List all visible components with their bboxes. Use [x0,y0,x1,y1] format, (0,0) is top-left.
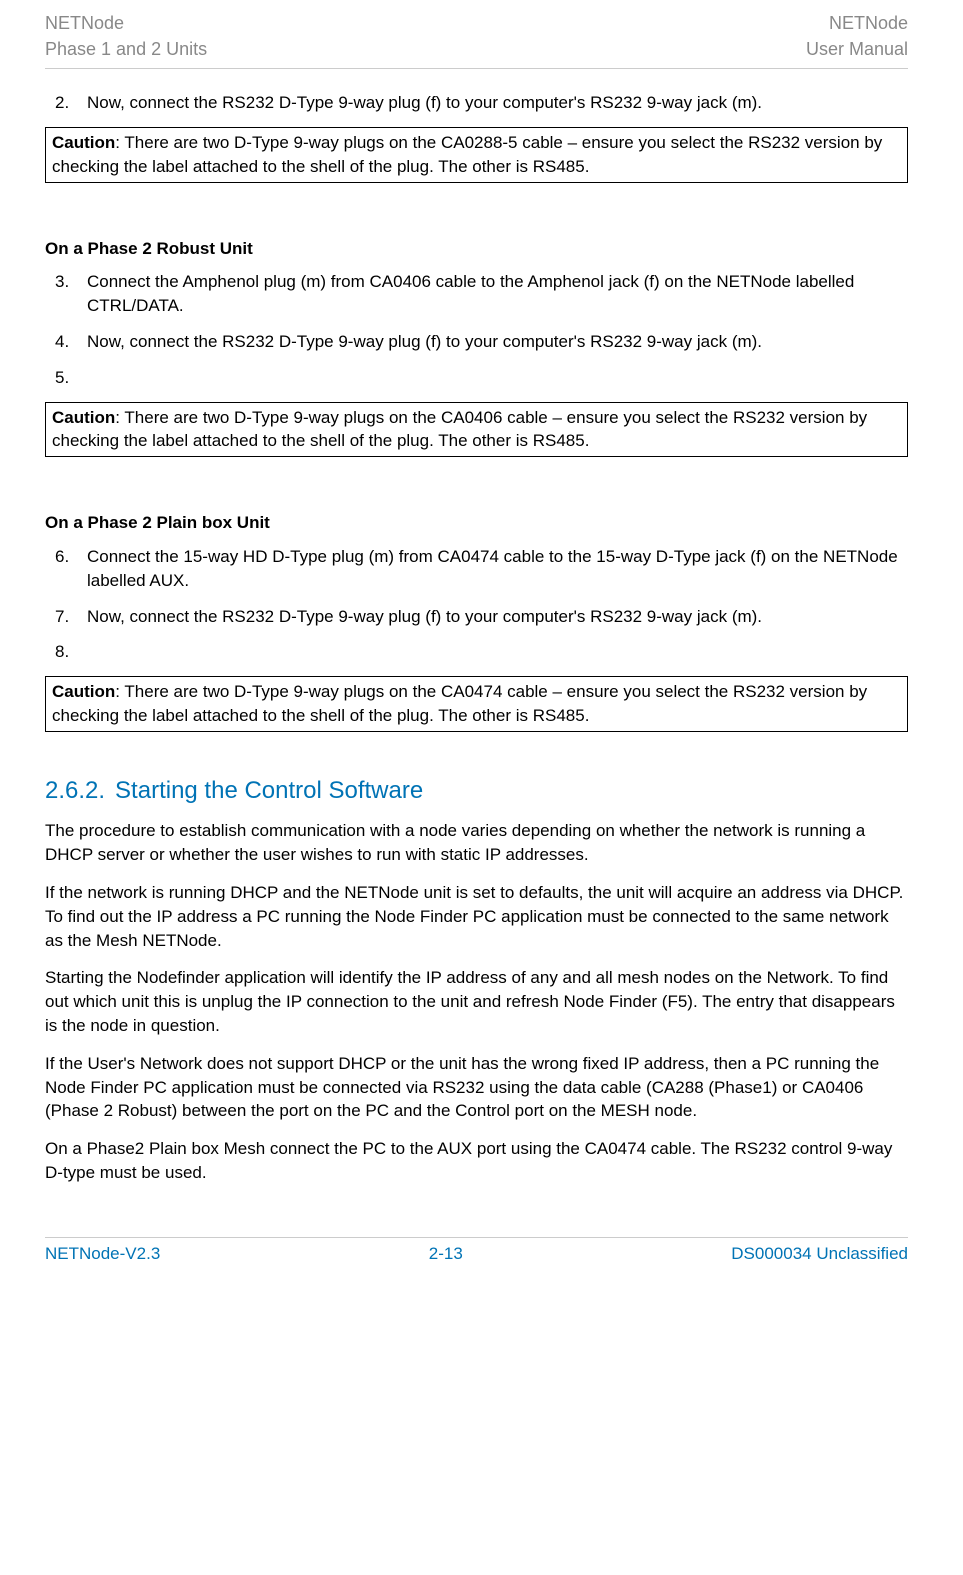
subheading: On a Phase 2 Robust Unit [45,237,908,261]
footer-left: NETNode-V2.3 [45,1244,160,1264]
list-item: 3. Connect the Amphenol plug (m) from CA… [55,270,908,318]
paragraph: If the User's Network does not support D… [45,1052,908,1123]
list-item: 7. Now, connect the RS232 D-Type 9-way p… [55,605,908,629]
list-item: 6. Connect the 15-way HD D-Type plug (m)… [55,545,908,593]
caution-box: Caution: There are two D-Type 9-way plug… [45,676,908,732]
caution-label: Caution [52,133,115,152]
caution-body: : There are two D-Type 9-way plugs on th… [52,133,882,176]
caution-label: Caution [52,408,115,427]
header-left-line2: Phase 1 and 2 Units [45,36,207,62]
item-text: Now, connect the RS232 D-Type 9-way plug… [87,91,908,115]
item-number: 5. [55,366,87,390]
list-item: 2. Now, connect the RS232 D-Type 9-way p… [55,91,908,115]
list-item: 8. [55,640,908,664]
paragraph: Starting the Nodefinder application will… [45,966,908,1037]
page-header: NETNode Phase 1 and 2 Units NETNode User… [45,10,908,69]
item-text: Connect the 15-way HD D-Type plug (m) fr… [87,545,908,593]
page-footer: NETNode-V2.3 2-13 DS000034 Unclassified [45,1237,908,1264]
list-item: 5. [55,366,908,390]
item-number: 8. [55,640,87,664]
item-text [87,366,908,390]
page-content: 2. Now, connect the RS232 D-Type 9-way p… [45,91,908,1185]
header-right-line1: NETNode [806,10,908,36]
header-left-line1: NETNode [45,10,207,36]
item-number: 4. [55,330,87,354]
list-item: 4. Now, connect the RS232 D-Type 9-way p… [55,330,908,354]
section-number: 2.6.2. [45,777,105,804]
item-text: Connect the Amphenol plug (m) from CA040… [87,270,908,318]
item-number: 3. [55,270,87,318]
subheading: On a Phase 2 Plain box Unit [45,511,908,535]
footer-center: 2-13 [429,1244,463,1264]
item-text: Now, connect the RS232 D-Type 9-way plug… [87,605,908,629]
item-text [87,640,908,664]
item-number: 6. [55,545,87,593]
caution-box: Caution: There are two D-Type 9-way plug… [45,127,908,183]
section-title: Starting the Control Software [115,777,423,804]
paragraph: The procedure to establish communication… [45,819,908,867]
header-left: NETNode Phase 1 and 2 Units [45,10,207,62]
paragraph: On a Phase2 Plain box Mesh connect the P… [45,1137,908,1185]
item-number: 7. [55,605,87,629]
paragraph: If the network is running DHCP and the N… [45,881,908,952]
header-right-line2: User Manual [806,36,908,62]
header-right: NETNode User Manual [806,10,908,62]
caution-label: Caution [52,682,115,701]
item-number: 2. [55,91,87,115]
footer-right: DS000034 Unclassified [731,1244,908,1264]
item-text: Now, connect the RS232 D-Type 9-way plug… [87,330,908,354]
caution-body: : There are two D-Type 9-way plugs on th… [52,682,867,725]
section-heading: 2.6.2. Starting the Control Software [45,774,908,808]
caution-body: : There are two D-Type 9-way plugs on th… [52,408,867,451]
caution-box: Caution: There are two D-Type 9-way plug… [45,402,908,458]
